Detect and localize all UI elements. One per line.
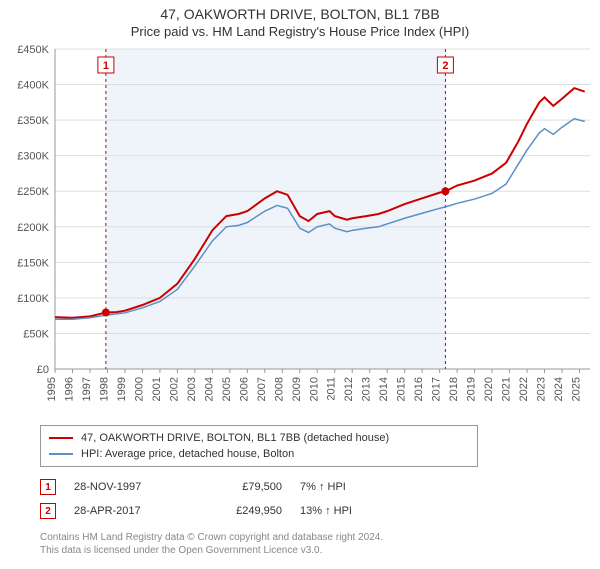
svg-text:£300K: £300K [17,151,49,163]
sale-row: 1 28-NOV-1997 £79,500 7% ↑ HPI [40,475,560,499]
title-address: 47, OAKWORTH DRIVE, BOLTON, BL1 7BB [0,6,600,22]
sale-price: £249,950 [202,505,282,517]
sale-marker-1: 1 [40,479,56,495]
svg-text:2014: 2014 [378,377,390,401]
svg-text:2022: 2022 [518,377,530,401]
svg-text:2008: 2008 [273,377,285,401]
svg-text:2015: 2015 [396,377,408,401]
footer-line1: Contains HM Land Registry data © Crown c… [40,531,560,544]
svg-text:£450K: £450K [17,44,49,56]
svg-text:1999: 1999 [116,377,128,401]
svg-text:2009: 2009 [291,377,303,401]
svg-text:1995: 1995 [46,377,58,401]
sale-marker-2: 2 [40,503,56,519]
svg-text:2011: 2011 [326,377,338,401]
svg-text:2016: 2016 [413,377,425,401]
sale-row: 2 28-APR-2017 £249,950 13% ↑ HPI [40,499,560,523]
svg-text:2020: 2020 [483,377,495,401]
legend-swatch-property [49,437,73,439]
svg-text:£150K: £150K [17,257,49,269]
svg-text:2025: 2025 [571,377,583,401]
svg-text:2005: 2005 [221,377,233,401]
legend-swatch-hpi [49,453,73,455]
svg-text:1: 1 [103,60,109,72]
price-chart: £0 £50K £100K £150K £200K £250K £300K £350K £400… [0,39,600,419]
legend-box: 47, OAKWORTH DRIVE, BOLTON, BL1 7BB (det… [40,425,478,467]
svg-text:2000: 2000 [133,377,145,401]
svg-text:2001: 2001 [151,377,163,401]
svg-text:2010: 2010 [308,377,320,401]
sale-date: 28-APR-2017 [74,505,184,517]
footer-note: Contains HM Land Registry data © Crown c… [40,531,560,557]
svg-text:2019: 2019 [466,377,478,401]
svg-text:£0: £0 [37,364,49,376]
sale-price: £79,500 [202,481,282,493]
sale-date: 28-NOV-1997 [74,481,184,493]
svg-text:2023: 2023 [536,377,548,401]
footer-line2: This data is licensed under the Open Gov… [40,544,560,557]
svg-text:2: 2 [442,60,448,72]
svg-text:1997: 1997 [81,377,93,401]
legend-and-footer: 47, OAKWORTH DRIVE, BOLTON, BL1 7BB (det… [0,419,600,569]
svg-text:2018: 2018 [448,377,460,401]
svg-text:2021: 2021 [501,377,513,401]
svg-text:£50K: £50K [23,328,49,340]
svg-text:2013: 2013 [361,377,373,401]
legend-label-property: 47, OAKWORTH DRIVE, BOLTON, BL1 7BB (det… [81,432,389,444]
title-subtitle: Price paid vs. HM Land Registry's House … [0,24,600,39]
svg-text:1996: 1996 [63,377,75,401]
svg-text:£200K: £200K [17,222,49,234]
svg-text:2006: 2006 [238,377,250,401]
svg-text:2002: 2002 [168,377,180,401]
sales-table: 1 28-NOV-1997 £79,500 7% ↑ HPI 2 28-APR-… [40,475,560,523]
legend-row-property: 47, OAKWORTH DRIVE, BOLTON, BL1 7BB (det… [49,430,469,446]
legend-label-hpi: HPI: Average price, detached house, Bolt… [81,448,294,460]
svg-text:£350K: £350K [17,115,49,127]
legend-row-hpi: HPI: Average price, detached house, Bolt… [49,446,469,462]
svg-text:2024: 2024 [553,377,565,401]
svg-text:2007: 2007 [256,377,268,401]
sale-hpi-delta: 7% ↑ HPI [300,481,390,493]
sale-hpi-delta: 13% ↑ HPI [300,505,390,517]
svg-text:£250K: £250K [17,186,49,198]
chart-title-block: 47, OAKWORTH DRIVE, BOLTON, BL1 7BB Pric… [0,0,600,39]
svg-text:£400K: £400K [17,80,49,92]
svg-text:2017: 2017 [431,377,443,401]
svg-text:1998: 1998 [98,377,110,401]
svg-text:£100K: £100K [17,293,49,305]
svg-text:2012: 2012 [343,377,355,401]
svg-text:2003: 2003 [186,377,198,401]
chart-svg: £0 £50K £100K £150K £200K £250K £300K £350K £400… [0,39,600,419]
svg-text:2004: 2004 [203,377,215,401]
